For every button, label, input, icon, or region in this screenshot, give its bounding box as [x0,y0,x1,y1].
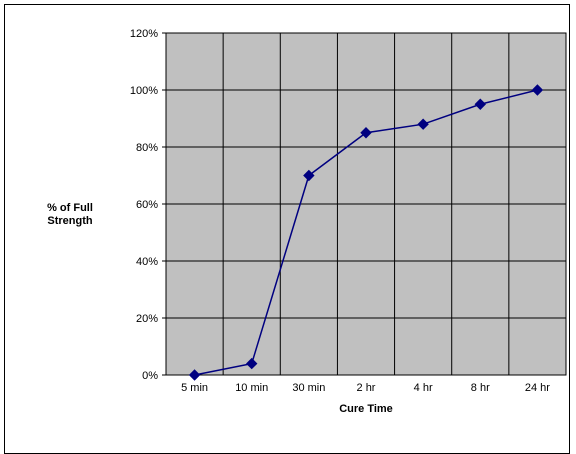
x-axis-title: Cure Time [339,403,393,415]
data-point-marker [303,169,315,182]
data-point-marker [188,369,201,381]
x-tick-label: 30 min [292,382,325,394]
data-point-marker [474,98,486,110]
y-axis-title-line-1: % of Full [47,202,93,214]
data-point-marker [417,118,429,130]
y-tick-label: 40% [136,256,158,268]
y-gridlines [162,32,566,376]
data-point-marker [360,127,372,139]
y-axis-title-line-2: Strength [47,215,93,227]
y-tick-label: 0% [142,370,158,382]
x-tick-label: 4 hr [414,382,433,394]
y-tick-label: 20% [136,313,158,325]
data-point-marker [246,357,258,370]
x-tick-label: 2 hr [357,382,376,394]
y-tick-label: 100% [130,85,158,97]
x-tick-label: 5 min [181,382,208,394]
chart: 0% 20% 40% 60% 80% 100% 120% 5 min 10 min 30 min… [47,28,567,415]
x-tick-labels: 5 min 10 min 30 min 2 hr 4 hr 8 hr 24 hr [181,382,550,394]
x-gridlines [222,33,510,375]
y-tick-label: 120% [130,28,158,40]
series-markers [188,84,544,381]
data-point-marker [531,84,544,96]
y-tick-label: 60% [136,199,158,211]
y-tick-label: 80% [136,142,158,154]
x-tick-label: 24 hr [525,382,550,394]
x-tick-label: 8 hr [471,382,490,394]
y-tick-labels: 0% 20% 40% 60% 80% 100% 120% [130,28,158,382]
x-tick-label: 10 min [235,382,268,394]
